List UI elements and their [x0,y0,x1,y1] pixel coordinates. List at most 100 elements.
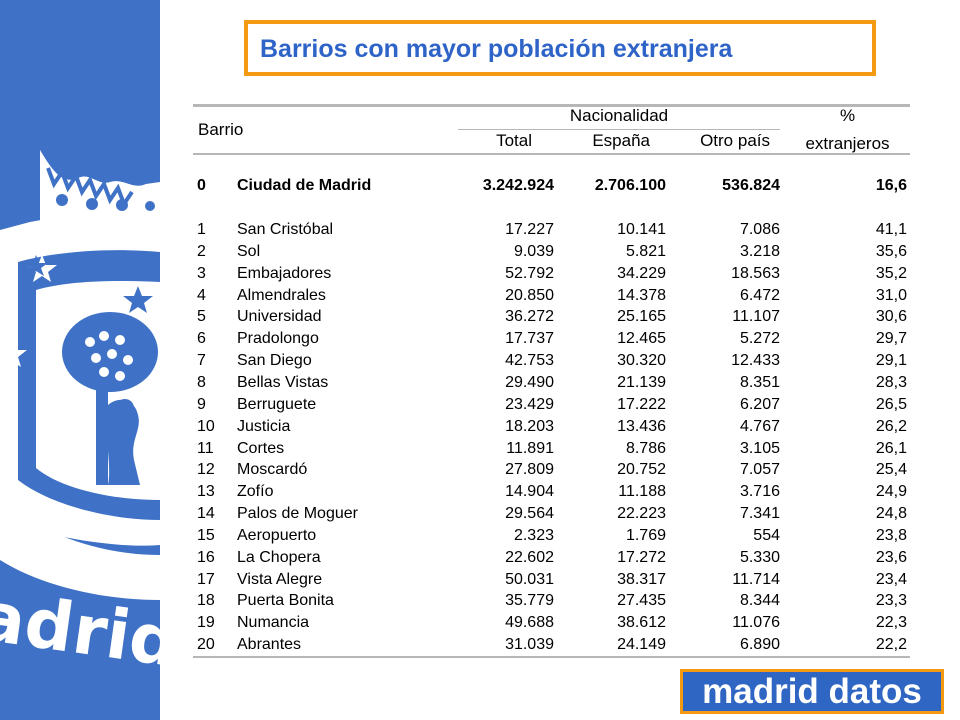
row-otro-pais: 11.107 [732,308,780,326]
row-barrio: Cortes [237,439,285,457]
row-barrio: Puerta Bonita [237,592,334,610]
row-barrio: San Cristóbal [237,221,334,238]
row-barrio: Palos de Moguer [237,505,358,523]
row-total: 11.891 [506,439,554,457]
row-pct: 24,9 [875,483,907,501]
row-otro-pais: 6.890 [739,636,780,654]
header-espana: España [592,131,650,150]
row-rank: 7 [197,352,206,370]
row-pct: 26,1 [875,439,907,457]
row-rank: 19 [197,614,215,632]
row-total: 17.737 [505,330,554,348]
row-otro-pais: 3.716 [739,483,780,501]
row-pct: 28,3 [875,373,907,391]
row-rank: 5 [197,308,206,326]
row-rank: 13 [197,483,215,501]
row-otro-pais: 4.767 [739,417,780,435]
row-otro-pais: 554 [753,526,780,544]
header-barrio: Barrio [198,120,244,139]
row-total: 2.323 [513,526,554,544]
row-rank: 3 [197,264,206,282]
row-otro-pais: 18.563 [731,264,780,282]
row-espana: 2.706.100 [594,177,666,194]
row-rank: 6 [197,330,206,348]
row-total: 29.490 [505,373,554,391]
row-barrio: Bellas Vistas [237,373,329,391]
row-pct: 35,2 [875,264,907,282]
row-otro-pais: 11.714 [732,570,780,588]
row-barrio: Abrantes [237,636,302,654]
row-total: 20.850 [505,286,554,304]
row-pct: 30,6 [875,308,907,326]
header-pct-line2: extranjeros [805,134,890,153]
row-total: 29.564 [505,505,554,523]
row-rank: 10 [197,417,215,435]
table-bottom-rule [193,656,910,658]
row-espana: 17.222 [617,395,666,413]
header-otro-pais: Otro país [700,131,770,150]
row-rank: 1 [197,221,206,238]
row-total: 49.688 [505,614,554,632]
row-pct: 26,2 [875,417,907,435]
row-rank: 20 [197,636,215,654]
row-barrio: Ciudad de Madrid [237,177,372,194]
row-pct: 23,8 [875,526,907,544]
brand-text: madrid datos [702,672,922,711]
row-rank: 0 [197,177,206,194]
row-total: 42.753 [505,352,554,370]
row-espana: 5.821 [625,242,666,260]
row-barrio: Numancia [237,614,310,632]
row-espana: 38.317 [617,570,666,588]
row-otro-pais: 5.272 [739,330,780,348]
row-total: 9.039 [513,242,554,260]
row-rank: 15 [197,526,215,544]
row-espana: 30.320 [617,352,666,370]
row-pct: 24,8 [875,505,907,523]
row-barrio: San Diego [237,352,312,370]
row-pct: 29,1 [875,352,907,370]
row-espana: 22.223 [617,505,666,523]
row-espana: 14.378 [617,286,666,304]
row-pct: 22,2 [875,636,907,654]
row-pct: 16,6 [875,177,907,194]
row-barrio: Pradolongo [237,330,319,348]
row-otro-pais: 8.351 [739,373,780,391]
page-title: Barrios con mayor población extranjera [260,35,733,63]
row-espana: 25.165 [617,308,666,326]
row-total: 31.039 [505,636,554,654]
header-total: Total [496,131,532,150]
row-barrio: Justicia [237,417,291,435]
row-espana: 8.786 [625,439,666,457]
madrid-coat-of-arms-logo: adrid [0,150,160,683]
title-box: Barrios con mayor población extranjera [244,20,876,76]
row-espana: 13.436 [617,417,666,435]
row-total: 50.031 [505,570,554,588]
row-barrio: Almendrales [237,286,326,304]
row-barrio: La Chopera [237,548,321,566]
row-total: 22.602 [505,548,554,566]
row-espana: 34.229 [617,264,666,282]
row-otro-pais: 536.824 [722,177,780,194]
row-otro-pais: 5.330 [739,548,780,566]
row-espana: 10.141 [617,221,666,238]
row-barrio: Universidad [237,308,322,326]
row-rank: 12 [197,461,215,479]
row-pct: 31,0 [875,286,907,304]
row-pct: 23,3 [875,592,907,610]
row-rank: 4 [197,286,206,304]
madrid-datos-logo: madrid datos [680,669,944,714]
row-otro-pais: 3.105 [739,439,780,457]
row-otro-pais: 8.344 [739,592,780,610]
row-rank: 9 [197,395,206,413]
row-total: 18.203 [505,417,554,435]
row-pct: 29,7 [875,330,907,348]
row-otro-pais: 6.472 [739,286,780,304]
row-espana: 12.465 [617,330,666,348]
sidebar-panel: adrid [0,0,160,720]
row-otro-pais: 11.076 [732,614,780,632]
row-pct: 22,3 [875,614,907,632]
row-total: 35.779 [505,592,554,610]
row-otro-pais: 7.341 [739,505,780,523]
nationality-group-rule [458,129,780,130]
row-espana: 21.139 [617,373,666,391]
